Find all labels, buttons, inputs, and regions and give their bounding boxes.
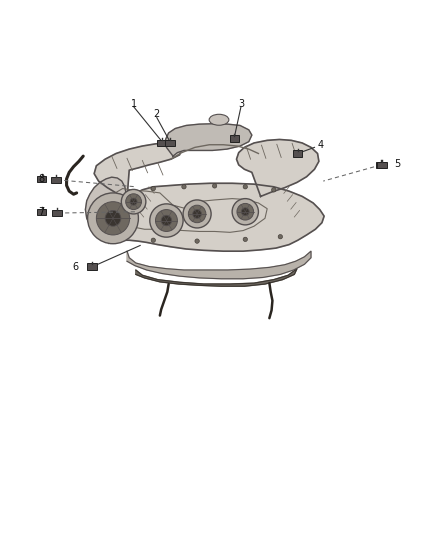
- Ellipse shape: [193, 209, 201, 219]
- Ellipse shape: [243, 237, 247, 241]
- Ellipse shape: [182, 184, 186, 189]
- Ellipse shape: [155, 209, 177, 231]
- FancyBboxPatch shape: [377, 161, 387, 168]
- Ellipse shape: [188, 205, 206, 223]
- Ellipse shape: [272, 188, 276, 192]
- Ellipse shape: [241, 208, 249, 216]
- Ellipse shape: [212, 184, 217, 188]
- Ellipse shape: [121, 189, 146, 214]
- Polygon shape: [94, 143, 182, 199]
- Text: 7: 7: [39, 207, 45, 217]
- FancyBboxPatch shape: [165, 140, 175, 146]
- Ellipse shape: [96, 201, 130, 235]
- Text: 8: 8: [39, 174, 45, 184]
- Polygon shape: [103, 183, 324, 251]
- FancyBboxPatch shape: [37, 176, 46, 182]
- Polygon shape: [166, 124, 252, 156]
- Ellipse shape: [243, 184, 247, 189]
- Ellipse shape: [183, 200, 211, 228]
- Text: 4: 4: [318, 140, 324, 150]
- FancyBboxPatch shape: [52, 210, 62, 216]
- Polygon shape: [85, 177, 126, 231]
- FancyBboxPatch shape: [157, 140, 167, 146]
- FancyBboxPatch shape: [87, 263, 97, 270]
- Ellipse shape: [209, 114, 229, 125]
- Ellipse shape: [126, 194, 141, 209]
- Polygon shape: [136, 269, 297, 286]
- Ellipse shape: [161, 215, 172, 226]
- FancyBboxPatch shape: [51, 176, 61, 183]
- Ellipse shape: [151, 187, 155, 191]
- Ellipse shape: [232, 199, 258, 225]
- FancyBboxPatch shape: [293, 150, 303, 157]
- FancyBboxPatch shape: [230, 135, 239, 142]
- FancyBboxPatch shape: [376, 161, 386, 168]
- Text: 2: 2: [154, 109, 160, 119]
- Ellipse shape: [130, 198, 137, 205]
- Text: 1: 1: [131, 99, 137, 109]
- Text: 5: 5: [394, 159, 400, 168]
- Ellipse shape: [151, 238, 155, 243]
- Text: 6: 6: [72, 262, 78, 272]
- Ellipse shape: [195, 239, 199, 243]
- Text: 3: 3: [238, 99, 244, 109]
- Ellipse shape: [105, 211, 121, 226]
- Polygon shape: [237, 140, 319, 197]
- FancyBboxPatch shape: [37, 208, 46, 215]
- Ellipse shape: [88, 193, 138, 244]
- Polygon shape: [127, 251, 311, 279]
- Ellipse shape: [237, 204, 254, 220]
- Ellipse shape: [150, 204, 183, 237]
- Ellipse shape: [278, 235, 283, 239]
